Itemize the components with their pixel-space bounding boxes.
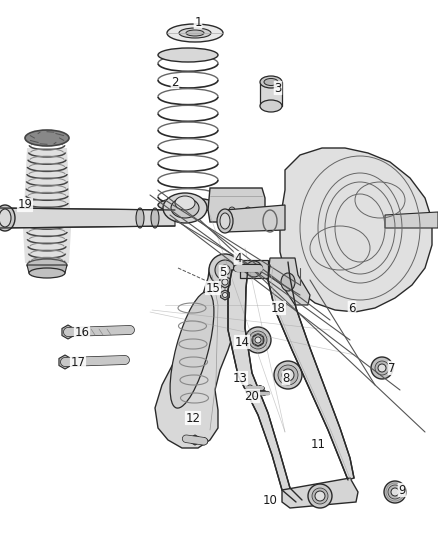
Text: 15: 15 bbox=[205, 281, 220, 295]
Circle shape bbox=[371, 357, 393, 379]
Text: 11: 11 bbox=[311, 439, 325, 451]
Text: 17: 17 bbox=[71, 356, 85, 368]
Circle shape bbox=[282, 369, 294, 381]
Circle shape bbox=[223, 293, 227, 297]
Ellipse shape bbox=[29, 268, 65, 278]
Circle shape bbox=[315, 491, 325, 501]
Circle shape bbox=[258, 385, 262, 391]
Circle shape bbox=[384, 481, 406, 503]
Ellipse shape bbox=[167, 24, 223, 42]
Circle shape bbox=[249, 331, 267, 349]
Ellipse shape bbox=[260, 100, 282, 112]
Polygon shape bbox=[201, 438, 207, 445]
Text: 9: 9 bbox=[398, 483, 406, 497]
Polygon shape bbox=[0, 208, 175, 228]
Circle shape bbox=[222, 279, 228, 285]
Ellipse shape bbox=[0, 205, 15, 231]
Circle shape bbox=[192, 438, 198, 442]
Text: 20: 20 bbox=[244, 390, 259, 402]
Polygon shape bbox=[268, 258, 310, 305]
Polygon shape bbox=[59, 355, 71, 369]
Text: 14: 14 bbox=[234, 335, 250, 349]
Ellipse shape bbox=[179, 28, 211, 38]
Text: 13: 13 bbox=[233, 372, 247, 384]
Circle shape bbox=[220, 265, 230, 275]
Ellipse shape bbox=[217, 209, 233, 233]
Circle shape bbox=[278, 365, 298, 385]
Polygon shape bbox=[23, 148, 71, 263]
Circle shape bbox=[229, 207, 235, 213]
Polygon shape bbox=[268, 262, 354, 480]
Polygon shape bbox=[220, 276, 230, 288]
Polygon shape bbox=[280, 148, 432, 312]
Circle shape bbox=[391, 488, 399, 496]
Circle shape bbox=[261, 391, 266, 395]
Circle shape bbox=[202, 439, 206, 443]
Polygon shape bbox=[260, 82, 282, 106]
Text: 7: 7 bbox=[388, 361, 396, 375]
Circle shape bbox=[209, 254, 241, 286]
Text: 5: 5 bbox=[219, 265, 227, 279]
Text: 18: 18 bbox=[271, 302, 286, 314]
Circle shape bbox=[215, 260, 235, 280]
Circle shape bbox=[64, 328, 71, 335]
Circle shape bbox=[274, 361, 302, 389]
Text: 8: 8 bbox=[283, 372, 290, 384]
Circle shape bbox=[375, 361, 389, 375]
Circle shape bbox=[388, 485, 402, 499]
Circle shape bbox=[312, 488, 328, 504]
Circle shape bbox=[247, 385, 253, 391]
Circle shape bbox=[257, 266, 261, 270]
Ellipse shape bbox=[260, 76, 282, 88]
Ellipse shape bbox=[27, 259, 67, 271]
Polygon shape bbox=[282, 478, 358, 508]
Text: 12: 12 bbox=[186, 411, 201, 424]
Circle shape bbox=[378, 364, 386, 372]
Polygon shape bbox=[225, 205, 285, 232]
Ellipse shape bbox=[0, 209, 11, 227]
Ellipse shape bbox=[163, 193, 207, 223]
Polygon shape bbox=[221, 290, 230, 300]
Text: 10: 10 bbox=[262, 494, 277, 506]
Polygon shape bbox=[191, 435, 199, 445]
Ellipse shape bbox=[281, 273, 295, 291]
Text: 2: 2 bbox=[171, 76, 179, 88]
Circle shape bbox=[308, 484, 332, 508]
Ellipse shape bbox=[171, 198, 199, 218]
Ellipse shape bbox=[158, 48, 218, 62]
Ellipse shape bbox=[158, 198, 218, 212]
Text: 1: 1 bbox=[194, 15, 202, 28]
Text: 6: 6 bbox=[348, 302, 356, 314]
Text: 19: 19 bbox=[18, 198, 32, 212]
Circle shape bbox=[61, 359, 68, 366]
Circle shape bbox=[255, 337, 261, 343]
Polygon shape bbox=[27, 265, 67, 273]
Polygon shape bbox=[62, 325, 74, 339]
Polygon shape bbox=[240, 260, 268, 278]
Polygon shape bbox=[385, 212, 438, 228]
Polygon shape bbox=[155, 265, 240, 448]
Circle shape bbox=[251, 390, 258, 397]
Text: 4: 4 bbox=[234, 252, 242, 264]
Ellipse shape bbox=[186, 30, 204, 36]
Polygon shape bbox=[228, 268, 302, 502]
Text: 3: 3 bbox=[274, 82, 282, 94]
Circle shape bbox=[245, 207, 251, 213]
Ellipse shape bbox=[175, 196, 195, 210]
Text: 16: 16 bbox=[74, 326, 89, 338]
Ellipse shape bbox=[151, 208, 159, 228]
Ellipse shape bbox=[170, 292, 214, 408]
Ellipse shape bbox=[25, 130, 69, 146]
Polygon shape bbox=[253, 334, 263, 346]
Polygon shape bbox=[256, 264, 262, 272]
Ellipse shape bbox=[136, 208, 144, 228]
Ellipse shape bbox=[264, 78, 278, 85]
Circle shape bbox=[245, 327, 271, 353]
Polygon shape bbox=[208, 188, 265, 222]
Circle shape bbox=[252, 334, 264, 346]
Ellipse shape bbox=[246, 261, 262, 277]
Ellipse shape bbox=[220, 213, 230, 229]
